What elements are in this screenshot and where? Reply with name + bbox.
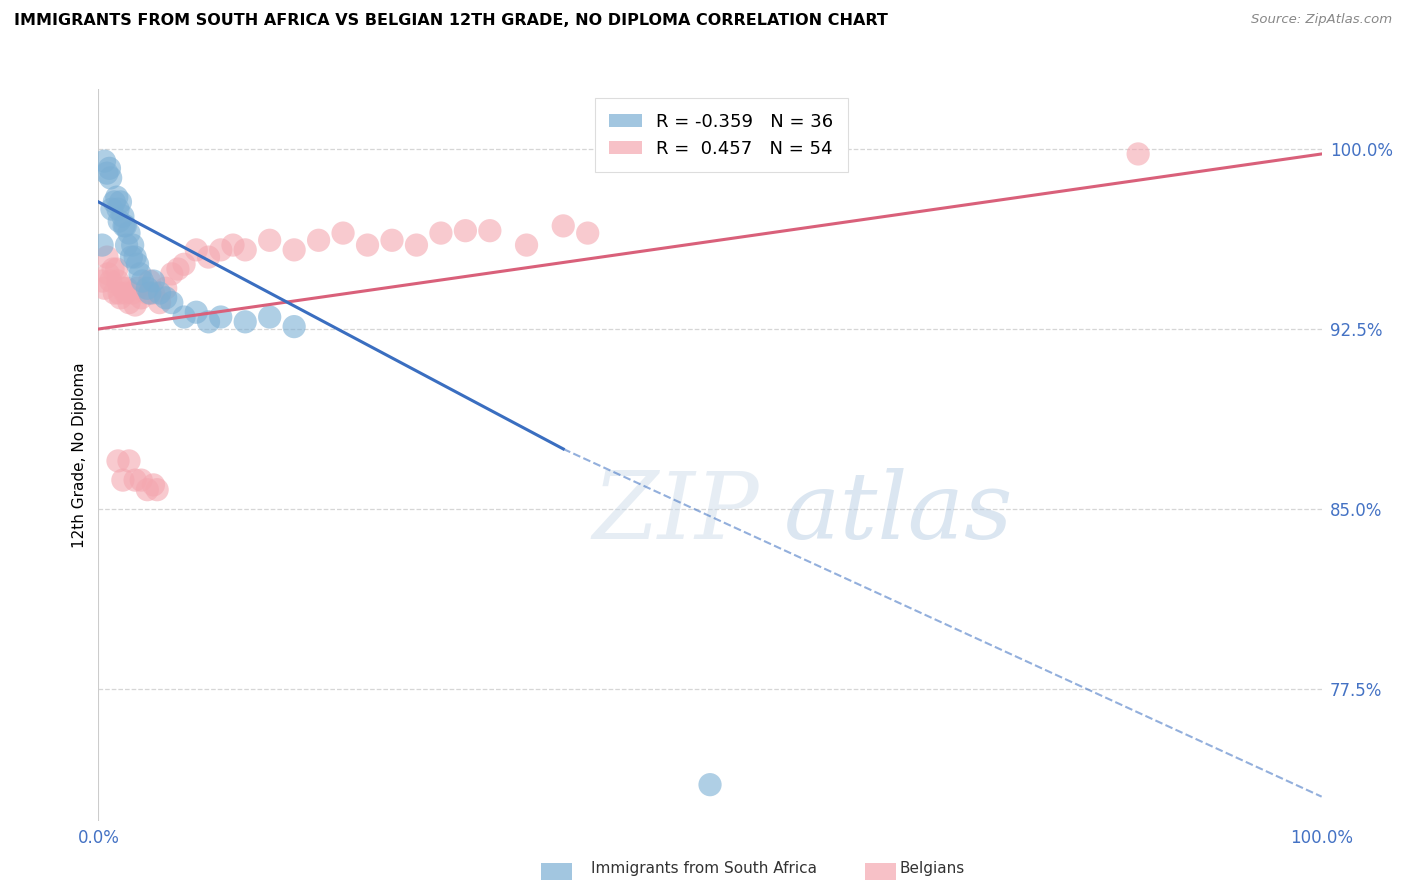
Point xyxy=(124,250,146,264)
Point xyxy=(127,281,149,295)
Point xyxy=(112,219,135,233)
Point xyxy=(115,238,138,252)
Point xyxy=(1128,147,1150,161)
Point xyxy=(160,295,183,310)
Point xyxy=(149,295,172,310)
Point xyxy=(142,478,165,492)
Point xyxy=(111,281,134,295)
Point xyxy=(103,194,125,209)
Point xyxy=(111,473,134,487)
Point xyxy=(283,319,305,334)
Point xyxy=(233,243,256,257)
Point xyxy=(121,238,143,252)
Point xyxy=(108,286,131,301)
Point xyxy=(136,286,159,301)
Point xyxy=(129,267,152,281)
Point xyxy=(129,291,152,305)
Point xyxy=(124,473,146,487)
Point xyxy=(173,310,195,324)
Point xyxy=(100,274,122,288)
Point xyxy=(121,286,143,301)
Point xyxy=(209,310,232,324)
Point xyxy=(381,233,404,247)
Text: IMMIGRANTS FROM SOUTH AFRICA VS BELGIAN 12TH GRADE, NO DIPLOMA CORRELATION CHART: IMMIGRANTS FROM SOUTH AFRICA VS BELGIAN … xyxy=(14,13,889,29)
Point xyxy=(142,286,165,301)
Point xyxy=(478,224,501,238)
Point xyxy=(405,238,427,252)
Point xyxy=(259,310,281,324)
Text: Belgians: Belgians xyxy=(900,861,965,876)
Point xyxy=(129,473,152,487)
Point xyxy=(107,202,129,216)
Point xyxy=(110,291,132,305)
Point xyxy=(139,286,162,301)
Legend: R = -0.359   N = 36, R =  0.457   N = 54: R = -0.359 N = 36, R = 0.457 N = 54 xyxy=(595,98,848,172)
Text: ZIP: ZIP xyxy=(592,468,759,558)
Point xyxy=(107,274,129,288)
Point xyxy=(91,238,114,252)
Point xyxy=(146,483,169,497)
Point xyxy=(108,214,131,228)
Point xyxy=(115,281,138,295)
Point xyxy=(430,226,453,240)
Point xyxy=(515,238,537,252)
Point xyxy=(124,298,146,312)
Point xyxy=(114,286,136,301)
Point xyxy=(101,262,124,277)
Point xyxy=(120,250,142,264)
Point xyxy=(93,281,115,295)
Point xyxy=(308,233,330,247)
Point xyxy=(131,274,153,288)
Text: Source: ZipAtlas.com: Source: ZipAtlas.com xyxy=(1251,13,1392,27)
Point xyxy=(127,257,149,271)
Point xyxy=(100,170,122,185)
Point xyxy=(186,305,208,319)
Point xyxy=(103,286,125,301)
Point xyxy=(118,454,141,468)
Point xyxy=(332,226,354,240)
Point xyxy=(105,262,128,277)
Point xyxy=(356,238,378,252)
Point xyxy=(114,219,136,233)
Point xyxy=(118,226,141,240)
Point xyxy=(233,315,256,329)
Text: Immigrants from South Africa: Immigrants from South Africa xyxy=(591,861,817,876)
Point xyxy=(259,233,281,247)
Point xyxy=(98,161,121,176)
Point xyxy=(160,267,183,281)
Point xyxy=(105,190,128,204)
Point xyxy=(454,224,477,238)
Point xyxy=(155,281,177,295)
Text: atlas: atlas xyxy=(783,468,1012,558)
Point xyxy=(699,778,721,792)
Point xyxy=(136,281,159,295)
Point xyxy=(186,243,208,257)
Point xyxy=(101,202,124,216)
Point xyxy=(173,257,195,271)
Point xyxy=(107,454,129,468)
Point xyxy=(111,209,134,223)
Point xyxy=(93,154,115,169)
Point xyxy=(97,267,120,281)
Point xyxy=(553,219,575,233)
Point xyxy=(118,295,141,310)
Point xyxy=(96,166,118,180)
Point xyxy=(197,315,219,329)
Y-axis label: 12th Grade, No Diploma: 12th Grade, No Diploma xyxy=(72,362,87,548)
Point xyxy=(209,243,232,257)
Point xyxy=(142,274,165,288)
Point xyxy=(91,274,114,288)
Point xyxy=(167,262,190,277)
Point xyxy=(576,226,599,240)
Point xyxy=(283,243,305,257)
Point xyxy=(96,250,118,264)
Point xyxy=(155,291,177,305)
Point xyxy=(197,250,219,264)
Point xyxy=(149,286,172,301)
Point xyxy=(110,194,132,209)
Point xyxy=(139,274,162,288)
Point xyxy=(222,238,245,252)
Point xyxy=(136,483,159,497)
